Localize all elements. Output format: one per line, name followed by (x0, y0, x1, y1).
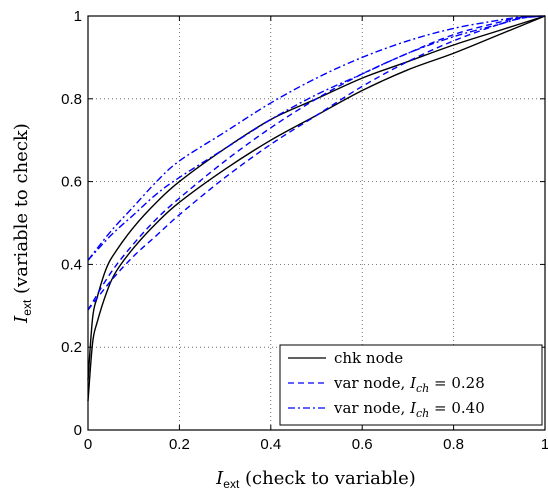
legend-label: var node, Ich = 0.28 (333, 374, 485, 395)
y-tick-label: 0.4 (61, 256, 82, 273)
y-tick-label: 1 (74, 8, 82, 25)
series-line-4 (87, 15, 546, 311)
y-tick-label: 0 (74, 422, 82, 439)
y-tick-label: 0.8 (61, 91, 82, 108)
series-line-2 (87, 15, 546, 381)
y-axis-title: Iext (variable to check) (11, 123, 34, 324)
x-axis-title: Iext (check to variable) (215, 468, 416, 491)
axis-ticks: 0 0.2 0.4 0.6 0.8 1 0 0.2 0.4 0.6 0.8 1 (61, 8, 548, 453)
series-line-1 (87, 15, 546, 402)
x-tick-label: 0.2 (169, 436, 190, 453)
x-tick-label: 0.8 (443, 436, 464, 453)
legend-item-var-node-028: var node, Ich = 0.28 (288, 374, 485, 395)
series-line-3 (87, 15, 546, 311)
x-tick-label: 0.6 (352, 436, 373, 453)
legend-label: var node, Ich = 0.40 (333, 399, 485, 420)
legend-item-chk-node: chk node (288, 349, 403, 367)
legend: chk node var node, Ich = 0.28 var node, … (279, 344, 543, 426)
series-line-5 (87, 15, 546, 261)
plot-frame (87, 15, 546, 431)
x-tick-label: 0 (84, 436, 92, 453)
x-tick-label: 0.4 (260, 436, 281, 453)
y-tick-label: 0.2 (61, 339, 82, 356)
x-tick-label: 1 (541, 436, 548, 453)
y-tick-label: 0.6 (61, 174, 82, 191)
series-line-6 (87, 15, 546, 261)
legend-item-var-node-040: var node, Ich = 0.40 (288, 399, 485, 420)
series-lines (87, 15, 546, 402)
legend-label: chk node (334, 349, 403, 367)
